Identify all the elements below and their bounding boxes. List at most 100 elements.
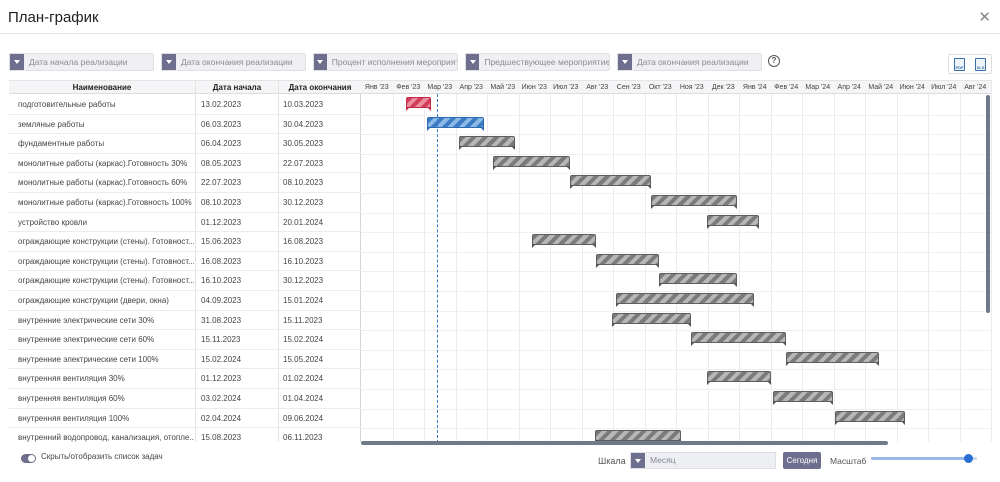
task-start-date: 01.12.2023 xyxy=(201,374,242,384)
table-row[interactable]: внутренние электрические сети 30% 31.08.2… xyxy=(9,311,361,331)
row-gridline xyxy=(361,173,992,175)
task-start-date: 01.12.2023 xyxy=(201,217,242,227)
table-row[interactable]: внутренний водопровод, канализация, отоп… xyxy=(9,428,361,442)
month-gridline xyxy=(707,81,709,442)
task-name: монолитные работы (каркас).Готовность 10… xyxy=(18,198,192,207)
chevron-down-icon[interactable] xyxy=(162,54,176,70)
close-icon[interactable]: ✕ xyxy=(978,9,991,26)
table-row[interactable]: монолитные работы (каркас).Готовность 10… xyxy=(9,193,361,213)
month-header: Июн '23 xyxy=(518,81,550,94)
task-name: устройство кровли xyxy=(18,217,88,227)
vertical-scrollbar[interactable] xyxy=(986,95,990,313)
month-header: Июл '23 xyxy=(550,81,582,94)
table-row[interactable]: ограждающие конструкции (стены). Готовно… xyxy=(9,232,361,252)
month-header: Июл '24 xyxy=(928,81,960,94)
month-gridline xyxy=(392,81,394,442)
task-name: внутренняя вентиляция 30% xyxy=(18,374,125,384)
zoom-slider[interactable] xyxy=(871,454,977,463)
gantt-bar[interactable] xyxy=(405,97,432,111)
task-end-date: 30.12.2023 xyxy=(283,198,324,207)
gantt-bar[interactable] xyxy=(570,175,652,190)
column-header-end[interactable]: Дата окончания xyxy=(279,81,361,94)
timeline[interactable]: Янв '23 Фев '23 Мар '23 Апр '23 Май '23 Июн '… xyxy=(361,81,992,442)
task-end-date: 15.11.2023 xyxy=(283,315,323,325)
month-gridline xyxy=(802,81,803,442)
task-end-date: 30.04.2023 xyxy=(283,119,324,129)
table-row[interactable]: внутренние электрические сети 100% 15.02.… xyxy=(9,350,361,370)
gantt-bar[interactable] xyxy=(651,195,738,209)
gantt-bar[interactable] xyxy=(611,312,691,327)
task-start-date: 06.03.2023 xyxy=(201,119,242,129)
zoom-slider-knob[interactable] xyxy=(964,454,974,463)
month-gridline xyxy=(518,81,520,442)
horizontal-scrollbar[interactable] xyxy=(361,441,888,445)
gantt-bar[interactable] xyxy=(531,234,597,249)
pdf-export-icon[interactable]: PDF xyxy=(954,57,965,71)
table-row[interactable]: ограждающие конструкции (стены). Готовно… xyxy=(9,252,361,272)
month-gridline xyxy=(424,81,425,442)
footer-bar: Скрыть/отобразить список задач Шкала Мес… xyxy=(0,450,1000,470)
table-row[interactable]: внутренняя вентиляция 30% 01.12.2023 01.02… xyxy=(9,369,361,389)
gantt-bar[interactable] xyxy=(707,214,759,229)
filter-predecessor[interactable]: Предшествующее мероприятие xyxy=(465,53,610,71)
gantt-bar[interactable] xyxy=(707,371,772,386)
gantt-bar[interactable] xyxy=(785,351,880,366)
filter-end-date-2[interactable]: Дата окончания реализации xyxy=(617,53,762,71)
help-icon[interactable]: ? xyxy=(768,55,780,67)
task-name: ограждающие конструкции (стены). Готовно… xyxy=(18,256,194,266)
table-row[interactable]: фундаментные работы 06.04.2023 30.05.2023 xyxy=(9,134,361,154)
gantt-bar[interactable] xyxy=(834,410,906,425)
gantt-bar[interactable] xyxy=(659,273,738,288)
table-row[interactable]: земляные работы 06.03.2023 30.04.2023 xyxy=(9,115,361,135)
xls-export-icon[interactable]: XLS xyxy=(975,57,986,71)
month-gridline xyxy=(770,81,772,442)
task-list-toggle[interactable] xyxy=(21,454,36,463)
gantt-bar[interactable] xyxy=(773,391,834,405)
task-end-date: 16.08.2023 xyxy=(283,237,324,247)
task-name: внутренняя вентиляция 100% xyxy=(18,413,130,423)
month-header: Май '24 xyxy=(865,81,897,94)
task-start-date: 08.10.2023 xyxy=(201,198,242,207)
task-end-date: 30.05.2023 xyxy=(283,139,324,149)
chevron-down-icon[interactable] xyxy=(466,54,480,70)
row-gridline xyxy=(361,153,992,155)
chevron-down-icon[interactable] xyxy=(10,54,24,70)
filter-end-date[interactable]: Дата окончания реализации xyxy=(161,53,306,71)
filter-label: Процент исполнения мероприяти xyxy=(331,57,457,67)
table-row[interactable]: устройство кровли 01.12.2023 20.01.2024 xyxy=(9,213,361,233)
filter-start-date[interactable]: Дата начала реализации xyxy=(9,53,154,71)
today-marker xyxy=(436,94,438,442)
month-header: Янв '23 xyxy=(361,81,393,94)
gantt-bar[interactable] xyxy=(615,293,754,307)
chevron-down-icon[interactable] xyxy=(618,54,632,70)
gantt-bar[interactable] xyxy=(595,430,682,442)
scale-value: Месяц xyxy=(650,455,676,465)
filter-percent[interactable]: Процент исполнения мероприяти xyxy=(313,53,458,71)
today-button[interactable]: Сегодня xyxy=(783,452,821,469)
gantt-bar[interactable] xyxy=(596,253,660,268)
gantt-bar[interactable] xyxy=(427,116,485,131)
month-header: Мар '24 xyxy=(802,81,834,94)
task-end-date: 30.12.2023 xyxy=(283,276,324,286)
task-name: монолитные работы (каркас).Готовность 60… xyxy=(18,178,188,188)
table-row[interactable]: ограждающие конструкции (двери, окна) 04.… xyxy=(9,291,361,311)
table-row[interactable]: подготовительные работы 13.02.2023 10.03.2… xyxy=(9,95,361,115)
task-start-date: 15.02.2024 xyxy=(201,354,242,364)
table-row[interactable]: внутренняя вентиляция 100% 02.04.2024 09.0… xyxy=(9,409,361,429)
gantt-bar[interactable] xyxy=(690,332,787,347)
table-row[interactable]: монолитные работы (каркас).Готовность 30… xyxy=(9,154,361,174)
table-row[interactable]: монолитные работы (каркас).Готовность 60… xyxy=(9,173,361,193)
chevron-down-icon[interactable] xyxy=(631,453,645,468)
chevron-down-icon[interactable] xyxy=(314,54,327,70)
gantt-bar[interactable] xyxy=(492,155,571,170)
scale-select[interactable]: Месяц xyxy=(630,452,776,469)
task-name: внутренние электрические сети 100% xyxy=(18,354,159,364)
table-row[interactable]: внутренние электрические сети 60% 15.11.2… xyxy=(9,330,361,350)
column-header-start[interactable]: Дата начала xyxy=(196,81,278,94)
table-row[interactable]: внутренняя вентиляция 60% 03.02.2024 01.04… xyxy=(9,389,361,409)
month-gridline xyxy=(896,81,898,442)
task-list: Наименование Дата начала Дата окончания … xyxy=(9,81,361,442)
gantt-bar[interactable] xyxy=(459,136,516,151)
column-header-name[interactable]: Наименование xyxy=(9,81,195,94)
table-row[interactable]: ограждающие конструкции (стены). Готовно… xyxy=(9,271,361,291)
